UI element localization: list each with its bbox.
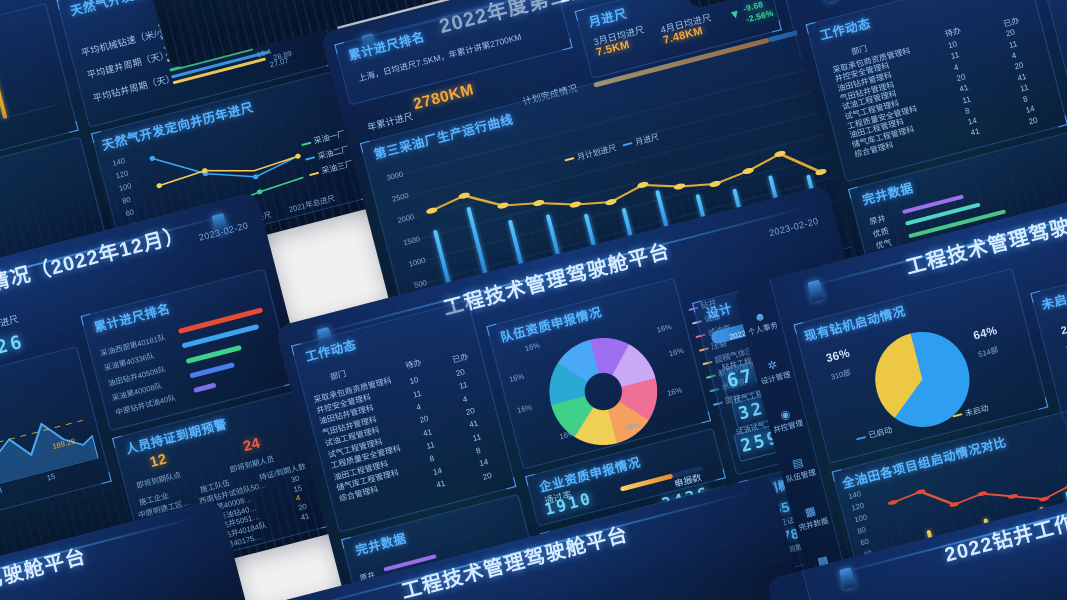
table-cell: 41 [468,418,480,430]
table-cell: 11 [471,431,482,443]
slice-pct: 16% [655,321,673,335]
slice-pct: 16% [523,340,541,354]
table-cell: 4 [1010,50,1018,61]
panel-month-curve[interactable]: 计划日进尺 日进尺 189.28 7 9 11 13 15 单日进尺（米） [0,345,112,559]
table-cell: 10 [408,375,420,387]
table-cell: 8 [1022,94,1029,105]
table-cell: 11 [949,50,961,62]
y-tick: 100 [853,512,869,525]
table-cell: 14 [431,465,443,477]
row-value: 27.07 [268,56,290,70]
table-cell: 11 [1019,82,1030,94]
table-cell: 20 [481,470,493,482]
slice-pct: 16% [508,371,526,385]
sidebar-item-wellcontrol[interactable]: ◉ 井控管理 [766,405,808,437]
table-cell: 11 [1007,38,1019,50]
warn-label: 即将到期队点 [135,469,182,490]
table-cell: 41 [421,426,433,438]
panel-project-startup-compare[interactable]: 全油田各项目组启动情况对比 140 120 100 80 60 40 20 0 [831,351,1067,600]
table-cell: 41 [958,83,970,95]
dashboard-tile-mid-right[interactable]: ☻ 个人事务 ✲ 设计管理 ◉ 井控管理 ▤ 队伍管理 ▦ 完井数据 ▩ 承包商… [733,153,1067,600]
y-tick: 80 [856,525,867,537]
y-tick: 120 [114,168,130,181]
table-cell: 41 [1016,71,1028,83]
table-cell: 4 [461,394,469,404]
x-tick: 13 [0,485,3,497]
y-tick: 140 [111,155,126,168]
table-cell: 20 [454,367,466,379]
table-cell: 20 [1005,27,1016,39]
x-tick: 15 [45,471,57,483]
table-cell: 11 [961,94,972,106]
table-cell: 20 [1013,60,1025,72]
table-cell: 20 [464,405,476,417]
table-cell: 8 [428,453,436,464]
sidebar-item-design[interactable]: ✲ 设计管理 [753,356,795,388]
slice-sub: 310部 [829,368,852,382]
trend-down-icon: ▼ [727,6,743,23]
table-cell: 8 [964,106,971,116]
table-cell: 8 [474,445,482,456]
table-cell: 4 [952,62,960,73]
table-cell: 14 [1024,104,1036,116]
dashboard-tile-top-center[interactable]: 2022年度第三采油厂生产运行情况 2023-02-20 累计进尺排名 上海，日… [320,0,950,373]
y-tick: 60 [124,207,135,218]
slice-pct: 28% [1059,320,1067,338]
table-cell: 4 [294,493,302,504]
y-tick: 80 [121,194,132,206]
col-header: 待办 [404,357,423,371]
table-cell: 20 [1027,115,1039,127]
slice-pct: 16% [558,428,576,441]
warn-count: 12 [148,451,169,471]
legend-item: 已启动 [855,424,894,444]
table-cell: 14 [478,457,490,469]
sidebar-item-welldata[interactable]: ▦ 完井数据 [791,502,833,534]
x-label: 钻井（口） [0,124,3,143]
table-cell: 15 [292,482,303,494]
table-cell: 11 [425,439,436,451]
sidebar-item-personal[interactable]: ☻ 个人事务 [741,307,783,339]
warn-count: 24 [241,435,263,456]
table-cell: 20 [955,72,967,84]
row-value: 18.4 [255,47,273,60]
table-cell: 20 [418,414,430,425]
rate-line-svg [887,441,1067,508]
table-cell: 11 [458,380,469,392]
slice-sub: 514部 [977,344,1000,359]
table-cell: 41 [969,126,981,138]
slice-pct: 16% [666,385,684,398]
slice-pct: 16% [667,345,685,359]
y-tick: 120 [850,501,866,514]
plan-line-svg [426,151,827,215]
slice-pct: 64% [971,323,999,343]
sidebar-item-team[interactable]: ▤ 队伍管理 [779,453,821,485]
slice-pct: 16% [516,402,534,416]
table-cell: 41 [299,511,311,522]
col-header: 部门 [329,369,348,383]
table-cell: 41 [435,478,447,490]
area-chart-svg [0,418,99,532]
slice-pct: 36% [824,346,852,366]
table-cell: 10 [947,39,959,51]
table-cell: 14 [966,115,978,127]
dashboard-tile-mid-left[interactable]: 第三采油一厂施工情况（2022年12月） 2023-02-20 31.7% 本月… [0,191,344,600]
y-tick: 100 [117,180,133,193]
col-header: 已办 [451,351,470,365]
panel-title: 设计 [705,301,734,322]
col-header: 待办 [944,26,962,39]
y-tick: 140 [847,489,863,502]
table-cell: 11 [411,388,423,400]
panel-production-curve[interactable]: 第三采油厂生产运行曲线 3000 2500 2000 1500 1000 500… [359,8,937,360]
y-tick: 60 [859,536,870,548]
table-cell: 4 [415,402,422,413]
